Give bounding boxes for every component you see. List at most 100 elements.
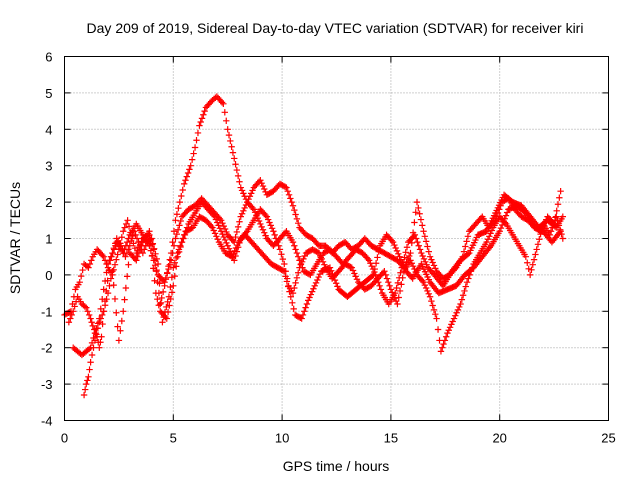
data-point-plus [452,312,459,319]
data-point-plus [458,296,466,303]
data-point-plus [201,107,208,115]
data-point-plus [334,283,341,290]
data-point-plus [395,250,402,257]
data-point-plus [172,217,179,224]
data-point-plus [88,351,96,359]
data-point-plus [87,315,94,322]
data-point-plus [258,179,265,187]
data-point-plus [405,252,413,260]
data-point-plus [156,280,163,287]
data-point-plus [121,296,128,303]
data-point-plus [553,213,560,220]
data-point-plus [281,268,288,275]
data-point-plus [91,326,98,333]
data-point-plus [133,235,141,242]
data-point-plus [332,280,340,287]
data-point-plus [432,311,439,318]
data-point-plus [122,242,130,249]
data-point-plus [94,325,102,332]
data-point-plus [428,297,435,305]
data-point-plus [173,230,180,238]
data-point-plus [331,276,339,284]
data-point-plus [246,193,254,200]
data-point-plus [424,243,431,250]
data-point-plus [191,144,199,151]
data-point-plus [223,228,230,236]
data-point-plus [444,329,451,337]
data-point-plus [532,251,539,258]
data-point-plus [283,278,291,285]
y-axis-label: SDTVAR / TECUs [7,182,23,294]
data-point-plus [98,333,105,340]
data-point-plus [219,230,226,238]
data-point-plus [161,278,168,286]
y-tick-label: 1 [45,232,52,247]
data-point-plus [530,256,538,263]
data-point-plus [284,187,291,195]
data-point-plus [103,287,110,295]
data-point-plus [217,228,225,235]
data-point-plus [301,308,308,315]
data-point-plus [251,209,259,216]
data-point-plus [454,306,462,314]
data-point-plus [91,337,99,344]
data-point-plus [125,223,133,230]
data-point-plus [196,122,203,129]
data-point-plus [459,292,467,299]
data-point-plus [401,254,408,261]
data-point-plus [121,224,128,231]
data-point-plus [217,217,225,224]
data-point-plus [164,308,172,316]
data-point-plus [214,236,221,243]
data-point-plus [291,242,298,249]
data-point-plus [86,366,93,373]
data-point-plus [129,232,136,240]
data-point-plus [486,233,493,240]
data-point-plus [503,209,511,216]
data-point-plus [106,257,114,264]
data-point-plus [291,284,298,292]
data-point-plus [109,249,117,257]
data-point-plus [65,319,73,326]
data-point-plus [301,252,308,260]
data-point-plus [372,260,380,267]
data-point-plus [171,272,178,280]
x-tick-label: 10 [275,431,289,446]
data-point-plus [174,253,181,260]
data-point-plus [502,212,510,219]
data-point-plus [115,337,123,344]
data-point-plus [120,228,127,235]
data-point-plus [353,276,361,283]
data-point-plus [559,213,567,220]
data-point-plus [522,253,530,260]
data-point-plus [411,219,418,226]
data-point-plus [182,177,189,184]
data-point-plus [97,339,104,346]
data-point-plus [295,269,302,276]
data-point-plus [162,274,170,282]
x-tick-label: 5 [170,431,177,446]
data-point-plus [295,220,302,227]
data-point-plus [315,273,322,281]
data-point-plus [393,247,401,255]
data-point-plus [408,260,415,267]
data-point-plus [100,308,107,315]
data-point-plus [465,275,472,282]
data-point-plus [419,277,426,284]
data-point-plus [300,255,307,263]
data-point-plus [237,184,244,191]
data-point-plus [214,219,221,226]
data-point-plus [403,244,411,251]
data-point-plus [413,198,421,206]
data-point-plus [190,150,197,157]
data-point-plus [229,237,237,244]
data-point-plus [122,284,130,292]
data-point-plus [284,283,292,290]
y-tick-label: 3 [45,159,52,174]
data-point-plus [169,238,176,246]
data-point-plus [96,319,103,326]
data-point-plus [263,213,271,220]
y-tick-label: 0 [45,268,52,283]
data-point-plus [154,260,162,268]
data-point-plus [348,264,355,271]
